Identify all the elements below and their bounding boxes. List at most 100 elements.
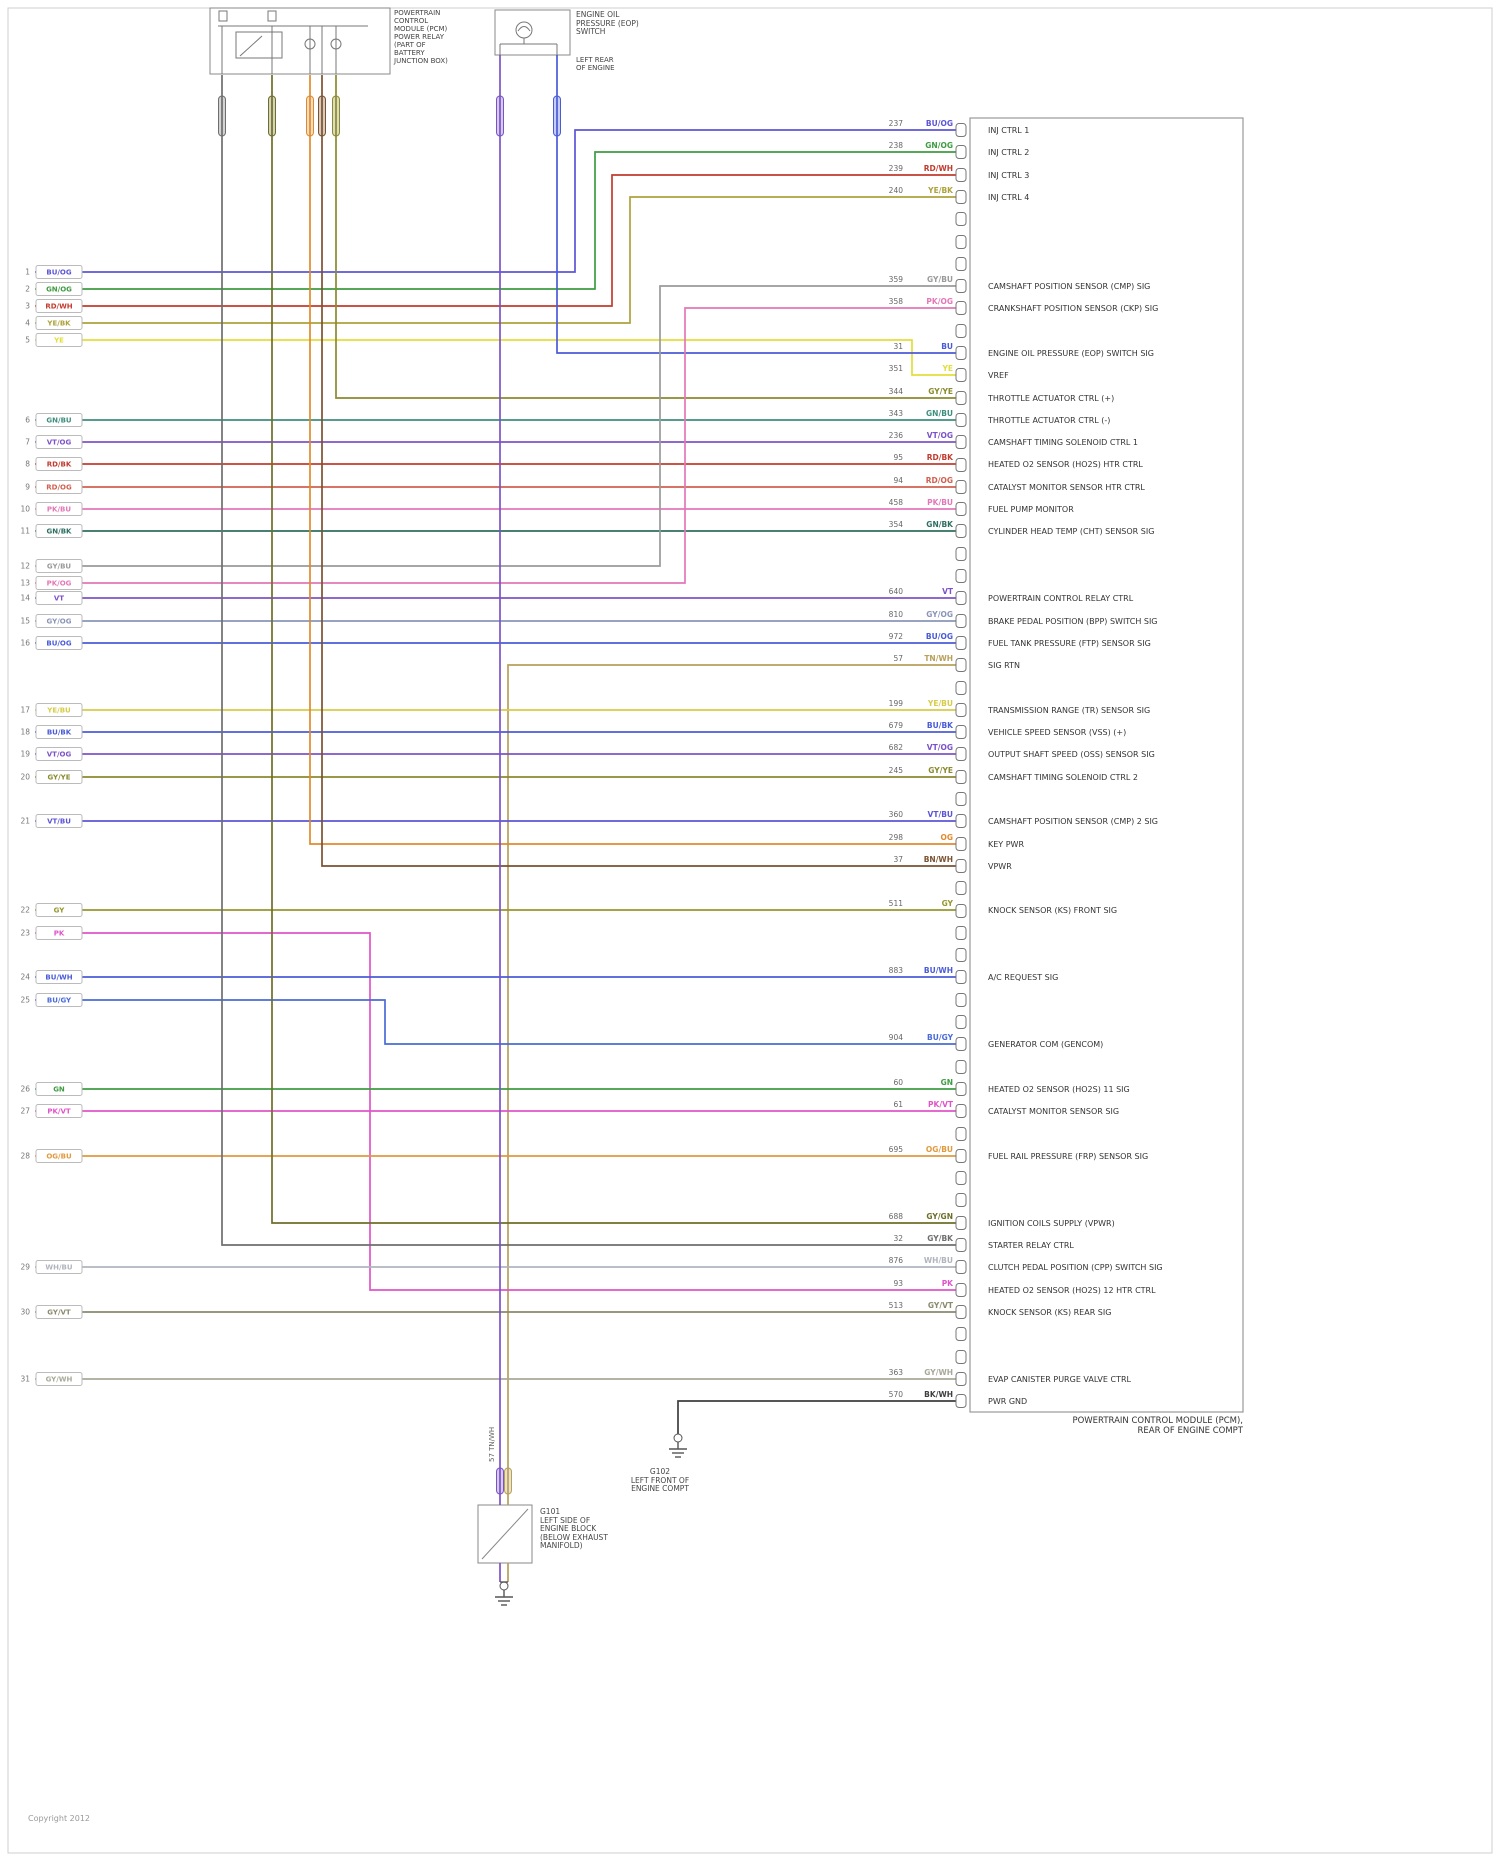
pcm-pin-stub (955, 1394, 967, 1408)
left-pin-number: 22 (20, 906, 30, 915)
left-wire-code-label: GY/YE (47, 774, 70, 782)
left-wire-code-chip (35, 614, 83, 628)
wire-circuit-number: 883 (889, 966, 904, 975)
left-wire-code-chip (35, 457, 83, 471)
left-wire-code-label: RD/BK (47, 461, 72, 469)
wire-circuit-number: 238 (889, 141, 904, 150)
wire-color-code: VT/OG (927, 431, 953, 440)
pcm-caption: POWERTRAIN CONTROL MODULE (PCM), REAR OF… (1072, 1416, 1243, 1436)
wire-color-code: RD/OG (926, 476, 953, 485)
left-wire-code-chip (35, 725, 83, 739)
left-wire-code-chip (35, 480, 83, 494)
pcm-pin-function-label: INJ CTRL 3 (988, 171, 1029, 180)
copyright-text: Copyright 2012 (28, 1814, 90, 1823)
wire-circuit-number: 904 (889, 1033, 904, 1042)
wire-color-code: BU/OG (926, 632, 953, 641)
pcm-pin-stub (955, 1283, 967, 1297)
left-wire-code-chip (35, 299, 83, 313)
pcm-pin-stub (955, 346, 967, 360)
g102-label: G102 LEFT FRONT OF ENGINE COMPT (630, 1467, 690, 1493)
pcm-pin-function-label: CAMSHAFT POSITION SENSOR (CMP) 2 SIG (988, 817, 1158, 826)
wire-circuit-number: 57 (893, 654, 903, 663)
pcm-pin-stub (955, 1260, 967, 1274)
wire-color-code: VT (942, 587, 954, 596)
left-pin-number: 14 (20, 594, 30, 603)
pcm-pin-stub (955, 636, 967, 650)
wire-circuit-number: 237 (889, 119, 904, 128)
left-wire-code-label: RD/WH (45, 303, 72, 311)
pcm-pin-function-label: PWR GND (988, 1397, 1027, 1406)
left-pin-number: 6 (25, 416, 30, 425)
left-pin-number: 5 (25, 336, 30, 345)
left-wire-code-label: GY (54, 907, 66, 915)
wire-color-code: GY/VT (928, 1301, 954, 1310)
left-pin-number: 4 (25, 319, 30, 328)
left-wire-code-label: BU/OG (46, 640, 72, 648)
wire-color-code: GY/OG (926, 610, 953, 619)
wire (35, 129, 956, 273)
wire-circuit-number: 358 (889, 297, 904, 306)
left-pin-number: 20 (20, 773, 30, 782)
pcm-pin-stub (955, 190, 967, 204)
pcm-pin-stub (955, 1015, 967, 1029)
left-wire-code-label: BU/OG (46, 269, 72, 277)
g101-label: G101 LEFT SIDE OF ENGINE BLOCK (BELOW EX… (540, 1507, 608, 1550)
pcm-pin-function-label: IGNITION COILS SUPPLY (VPWR) (988, 1219, 1115, 1228)
pcm-pin-stub (955, 1171, 967, 1185)
pcm-pin-stub (955, 413, 967, 427)
wire-color-code: VT/OG (927, 743, 953, 752)
wire-circuit-number: 61 (893, 1100, 903, 1109)
pcm-pin-stub (955, 435, 967, 449)
pcm-pin-function-label: BRAKE PEDAL POSITION (BPP) SWITCH SIG (988, 617, 1158, 626)
pcm-pin-stub (955, 614, 967, 628)
pcm-pin-function-label: SIG RTN (988, 661, 1020, 670)
wire-circuit-number: 360 (889, 810, 904, 819)
left-wire-code-label: YE/BU (46, 707, 71, 715)
pcm-pin-stub (955, 569, 967, 583)
left-wire-code-chip (35, 926, 83, 940)
wire (35, 174, 956, 307)
pcm-pin-stub (955, 1372, 967, 1386)
wire (677, 1400, 956, 1434)
pcm-pin-stub (955, 1350, 967, 1364)
pcm-pin-function-label: POWERTRAIN CONTROL RELAY CTRL (988, 594, 1134, 603)
left-wire-code-chip (35, 903, 83, 917)
wire-color-code: BU/GY (927, 1033, 954, 1042)
left-wire-code-label: VT/BU (47, 818, 71, 826)
wire-color-code: GN/OG (925, 141, 953, 150)
left-wire-code-chip (35, 413, 83, 427)
wire-circuit-number: 570 (889, 1390, 904, 1399)
pcm-pin-function-label: FUEL TANK PRESSURE (FTP) SENSOR SIG (988, 639, 1151, 648)
pcm-pin-function-label: STARTER RELAY CTRL (988, 1241, 1074, 1250)
wire-color-code: PK/BU (927, 498, 953, 507)
wire-circuit-number: 236 (889, 431, 904, 440)
wire-color-code: TN/WH (924, 654, 953, 663)
relay-contact (239, 35, 263, 57)
left-wire-code-label: GN/BK (47, 528, 72, 536)
wire-color-code: PK/OG (926, 297, 953, 306)
left-pin-number: 25 (20, 996, 30, 1005)
left-pin-number: 23 (20, 929, 30, 938)
pcm-pin-stub (955, 703, 967, 717)
ground-symbol-g102 (673, 1433, 683, 1443)
wire-circuit-number: 876 (889, 1256, 904, 1265)
left-wire-code-chip (35, 333, 83, 347)
pcm-pin-function-label: CAMSHAFT TIMING SOLENOID CTRL 1 (988, 438, 1138, 447)
wire-color-code: GN (941, 1078, 953, 1087)
wire-circuit-number: 298 (889, 833, 904, 842)
eop-switch-label: ENGINE OIL PRESSURE (EOP) SWITCH (576, 10, 639, 36)
wire-circuit-number: 359 (889, 275, 904, 284)
left-wire-code-label: VT/OG (47, 439, 72, 447)
pcm-pin-stub (955, 1149, 967, 1163)
fuse-symbol (330, 38, 342, 50)
wire-color-code: GY/YE (928, 387, 953, 396)
pcm-pin-stub (955, 926, 967, 940)
pcm-pin-stub (955, 1238, 967, 1252)
wire-circuit-number: 32 (893, 1234, 903, 1243)
wire-circuit-number: 682 (889, 743, 904, 752)
wire-color-code: GY/BU (927, 275, 953, 284)
wire-circuit-number: 93 (893, 1279, 903, 1288)
left-wire-code-label: PK/BU (47, 506, 71, 514)
pcm-pin-function-label: INJ CTRL 4 (988, 193, 1029, 202)
left-wire-code-label: GY/BU (47, 563, 72, 571)
